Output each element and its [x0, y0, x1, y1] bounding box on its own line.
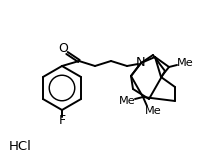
Text: Me: Me — [145, 106, 161, 116]
Text: F: F — [59, 115, 66, 127]
Text: N: N — [136, 57, 146, 69]
Text: Me: Me — [119, 96, 135, 106]
Text: Me: Me — [177, 58, 193, 68]
Text: O: O — [58, 42, 68, 56]
Text: HCl: HCl — [9, 140, 31, 154]
